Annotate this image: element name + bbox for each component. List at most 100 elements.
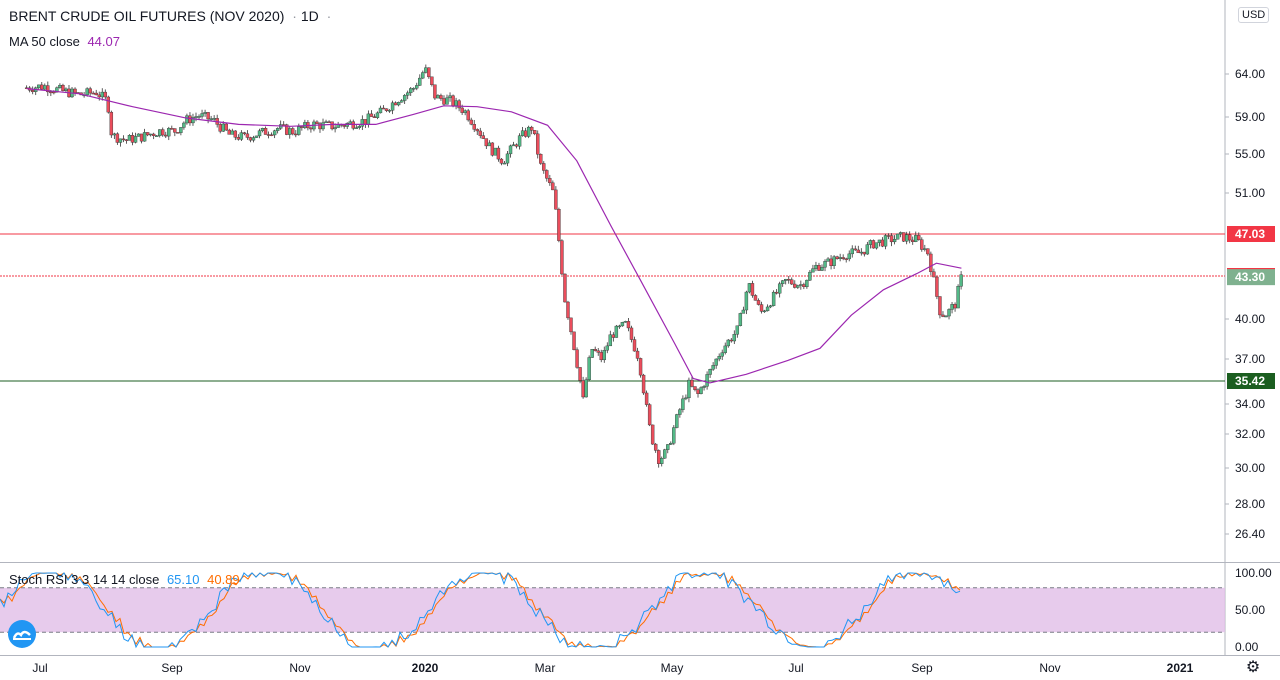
candle-body <box>678 409 682 415</box>
candle-body <box>877 239 882 243</box>
candle-body <box>578 367 582 381</box>
candle-body <box>892 239 897 243</box>
settings-gear-icon[interactable]: ⚙ <box>1245 659 1261 676</box>
candle-body <box>787 278 791 281</box>
candle-body <box>514 144 519 147</box>
price-axis-label: 37.00 <box>1235 352 1265 366</box>
candle-body <box>941 314 945 317</box>
candle-body <box>711 365 715 370</box>
candle-body <box>702 386 706 388</box>
candle-body <box>154 135 159 137</box>
candle-body <box>321 122 325 130</box>
interval-text[interactable]: 1D <box>300 8 319 24</box>
candle-body <box>935 276 939 297</box>
candle-body <box>43 85 47 90</box>
candle-body <box>151 133 156 136</box>
candle-body <box>572 331 576 350</box>
candle-body <box>457 100 461 109</box>
candle-body <box>523 130 528 137</box>
time-axis-label: Jul <box>788 661 803 675</box>
candle-body <box>94 92 98 96</box>
candle-body <box>257 130 262 137</box>
candle-body <box>926 248 930 255</box>
candle-body <box>672 427 676 444</box>
stoch-axis-label: 50.00 <box>1235 603 1265 617</box>
candle-body <box>784 278 788 281</box>
price-axis-label: 26.40 <box>1235 527 1265 541</box>
candle-body <box>735 325 740 335</box>
candle-body <box>227 129 231 135</box>
candle-body <box>635 350 640 359</box>
candle-body <box>200 113 204 117</box>
candle-body <box>729 339 733 342</box>
candle-body <box>923 248 927 250</box>
ma-legend[interactable]: MA 50 close 44.07 <box>9 34 120 49</box>
price-tag-bg <box>1227 373 1275 389</box>
candle-body <box>808 271 812 281</box>
candle-body <box>862 251 867 255</box>
candle-body <box>91 92 95 95</box>
price-axis-label: 34.00 <box>1235 397 1265 411</box>
candle-body <box>744 291 749 311</box>
ma-legend-value: 44.07 <box>87 34 120 49</box>
candle-body <box>40 84 44 90</box>
candle-body <box>708 369 712 375</box>
candle-body <box>774 291 779 294</box>
candle-body <box>874 242 879 249</box>
candle-body <box>88 88 92 94</box>
candle-body <box>871 240 876 249</box>
candle-body <box>596 350 600 353</box>
price-axis-label: 55.00 <box>1235 147 1265 161</box>
candle-body <box>762 310 767 313</box>
candle-body <box>248 137 253 141</box>
candle-body <box>895 233 900 240</box>
candle-body <box>436 95 440 99</box>
candle-body <box>629 327 634 340</box>
candle-body <box>647 404 652 426</box>
candle-body <box>315 121 319 124</box>
candle-body <box>52 91 56 94</box>
candle-body <box>136 133 141 137</box>
candle-body <box>412 88 416 90</box>
candles <box>24 64 963 468</box>
candle-body <box>300 126 304 128</box>
tradingview-logo-icon[interactable] <box>8 620 36 648</box>
stoch-rsi-legend[interactable]: Stoch RSI 3 3 14 14 close 65.10 40.89 <box>9 572 240 587</box>
candle-body <box>288 128 292 135</box>
candle-body <box>324 121 328 123</box>
candle-body <box>820 266 824 271</box>
candle-body <box>109 111 114 136</box>
candle-body <box>502 162 507 165</box>
candle-body <box>360 119 365 127</box>
stoch-axis-label: 100.00 <box>1235 566 1272 580</box>
candle-body <box>777 283 782 294</box>
candle-body <box>796 285 800 288</box>
candle-body <box>850 248 854 255</box>
candle-body <box>959 274 963 287</box>
candle-body <box>611 334 616 338</box>
candle-body <box>753 295 758 301</box>
candle-body <box>369 113 374 117</box>
candle-body <box>542 163 546 171</box>
price-tag-label: 47.03 <box>1235 227 1265 241</box>
candle-body <box>575 349 579 368</box>
candle-body <box>430 76 434 86</box>
candle-body <box>224 123 228 131</box>
candle-body <box>853 248 857 251</box>
candle-body <box>901 232 906 242</box>
candle-body <box>793 283 797 288</box>
candle-body <box>536 133 540 155</box>
candle-body <box>297 126 301 135</box>
candle-body <box>421 72 425 79</box>
candle-body <box>182 122 186 128</box>
candle-body <box>526 126 531 137</box>
currency-badge[interactable]: USD <box>1238 7 1270 23</box>
price-tag-bg <box>1227 226 1275 242</box>
price-axis-label: 40.00 <box>1235 312 1265 326</box>
candle-body <box>908 234 912 241</box>
candle-body <box>802 284 806 287</box>
candle-body <box>415 85 419 89</box>
candle-body <box>929 253 933 273</box>
